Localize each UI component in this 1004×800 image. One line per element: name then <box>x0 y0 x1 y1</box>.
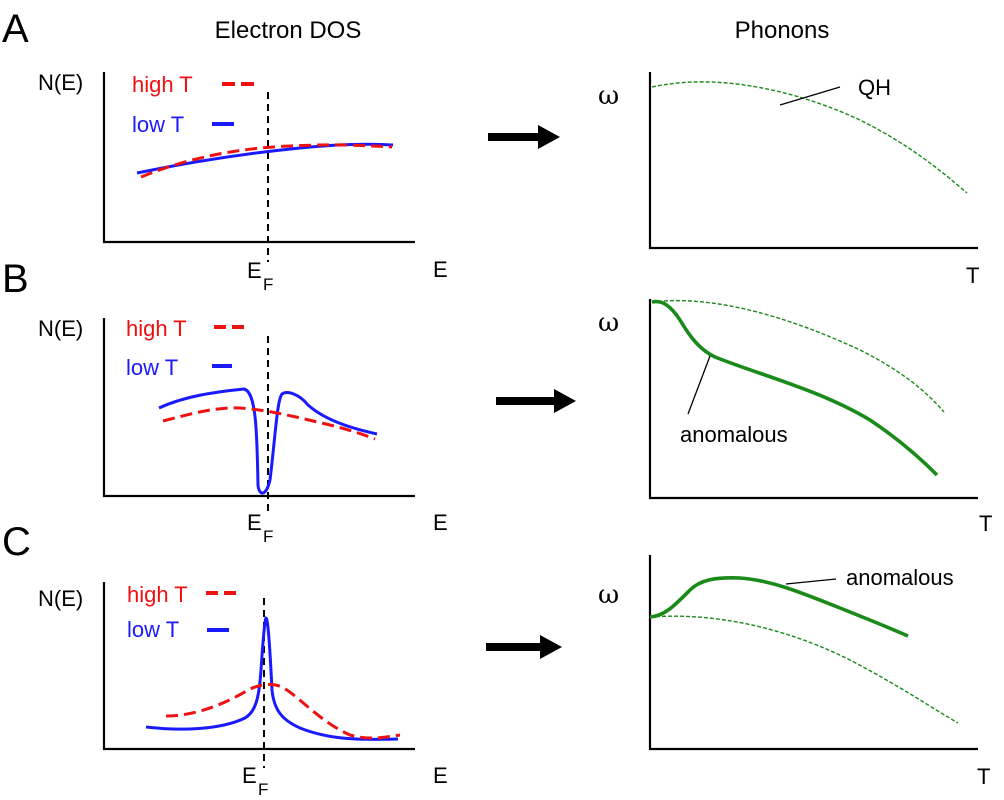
fermi-subscript-b: F <box>263 527 273 546</box>
anomalous-pointer-c <box>785 578 837 585</box>
dos-axes-b <box>102 318 415 498</box>
dos-low-t-curve-c <box>145 616 399 741</box>
dos-high-t-curve-a <box>140 143 393 179</box>
fermi-label-b: E <box>247 510 262 535</box>
anomalous-pointer-b <box>687 355 711 415</box>
dos-low-t-curve-b <box>158 387 378 495</box>
arrow-a <box>488 125 560 149</box>
legend-low-t-b: low T <box>126 355 178 380</box>
fermi-label-a: E <box>247 258 262 283</box>
phonon-label-b: anomalous <box>680 422 788 447</box>
legend-high-t-a: high T <box>132 72 193 97</box>
dos-y-label-a: N(E) <box>38 70 83 95</box>
dos-high-t-curve-b <box>162 406 376 441</box>
panel-letter-b: B <box>2 257 29 301</box>
arrow-c <box>486 635 562 659</box>
fermi-label-c: E <box>242 763 257 788</box>
panel-letter-a: A <box>2 7 29 51</box>
dos-x-label-b: E <box>433 510 448 535</box>
dos-high-t-curve-c <box>165 682 401 740</box>
phonon-qh-curve-c <box>649 615 959 724</box>
fermi-subscript-a: F <box>263 275 273 294</box>
title-phonons: Phonons <box>735 17 830 44</box>
phonon-qh-curve-a <box>651 81 968 194</box>
phonon-qh-curve-b <box>651 299 945 413</box>
dos-y-label-b: N(E) <box>38 316 83 341</box>
legend-high-t-b: high T <box>126 316 187 341</box>
dos-y-label-c: N(E) <box>38 586 83 611</box>
panel-b: B N(E) high T low T E F E ω anomalous T <box>2 257 992 546</box>
panel-c: C N(E) high T low T E F E ω anomalous T <box>2 520 990 799</box>
dos-axes-a <box>102 72 415 244</box>
phonon-label-a: QH <box>858 75 891 100</box>
dos-x-label-a: E <box>433 257 448 282</box>
dos-axes-c <box>102 582 415 751</box>
arrow-b <box>496 389 576 413</box>
phonon-axes-b <box>648 299 978 500</box>
phonon-axes-c <box>648 555 978 751</box>
phonon-axes-a <box>648 72 978 250</box>
legend-high-t-c: high T <box>127 582 188 607</box>
phonon-anomalous-curve-c <box>649 576 909 638</box>
phonon-x-label-c: T <box>977 764 990 789</box>
phonon-x-label-a: T <box>966 263 979 288</box>
fermi-subscript-c: F <box>258 780 268 799</box>
legend-low-t-c: low T <box>127 617 179 642</box>
phonon-x-label-b: T <box>979 511 992 536</box>
phonon-anomalous-curve-b <box>651 299 939 477</box>
panel-a: A N(E) high T low T E F E ω QH T <box>2 7 979 294</box>
phonon-y-label-c: ω <box>598 580 619 610</box>
phonon-y-label-b: ω <box>598 308 619 338</box>
phonon-label-c: anomalous <box>846 565 954 590</box>
qh-pointer-a <box>779 86 841 106</box>
title-electron-dos: Electron DOS <box>215 17 362 44</box>
dos-x-label-c: E <box>433 763 448 788</box>
panel-letter-c: C <box>2 520 31 564</box>
legend-low-t-a: low T <box>132 112 184 137</box>
phonon-y-label-a: ω <box>598 81 619 111</box>
